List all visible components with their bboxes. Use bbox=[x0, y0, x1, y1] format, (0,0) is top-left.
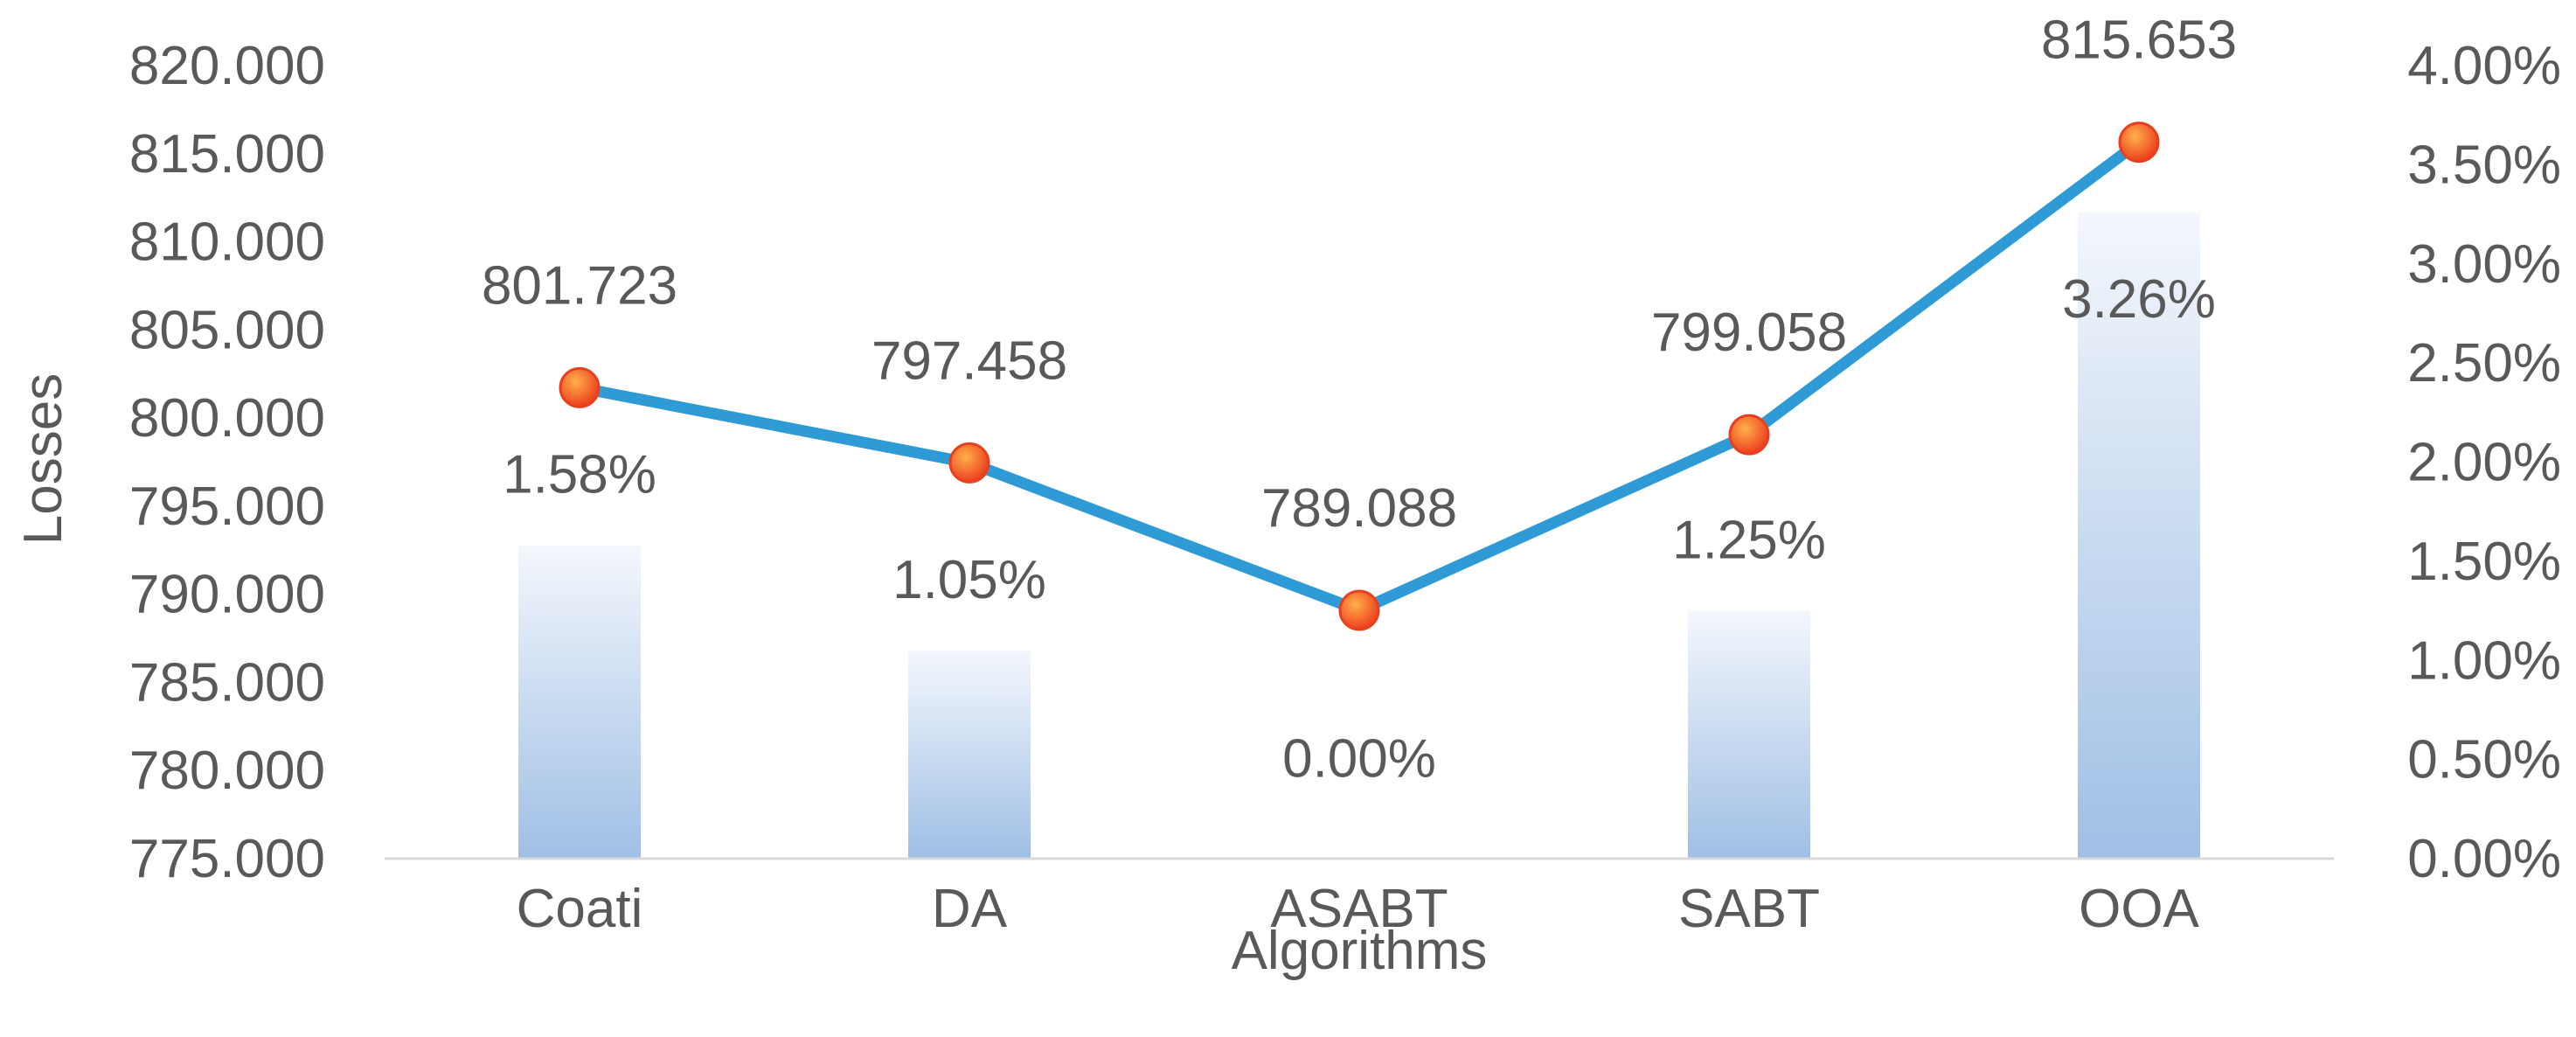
right-tick-label: 3.50% bbox=[2407, 135, 2561, 195]
right-tick-label: 1.50% bbox=[2407, 532, 2561, 592]
bar-da bbox=[908, 650, 1031, 859]
right-tick-label: 3.00% bbox=[2407, 234, 2561, 295]
right-tick-label: 2.00% bbox=[2407, 433, 2561, 493]
category-label-coati: Coati bbox=[517, 879, 643, 939]
right-tick-label: 4.00% bbox=[2407, 36, 2561, 96]
category-labels: Coati DA ASABT SABT OOA bbox=[517, 879, 2200, 939]
left-tick-label: 805.000 bbox=[129, 300, 325, 360]
right-axis-ticks: 0.00% 0.50% 1.00% 1.50% 2.00% 2.50% 3.00% 3.50%… bbox=[2407, 36, 2561, 889]
left-tick-label: 795.000 bbox=[129, 477, 325, 537]
right-tick-label: 1.00% bbox=[2407, 630, 2561, 691]
bar-ooa bbox=[2078, 212, 2200, 860]
line-marker-asabt bbox=[1338, 589, 1380, 631]
line-value-label: 789.088 bbox=[1261, 478, 1457, 539]
category-label-asabt: ASABT bbox=[1270, 879, 1448, 939]
left-tick-label: 780.000 bbox=[129, 741, 325, 801]
line-value-label: 799.058 bbox=[1651, 303, 1847, 363]
line-marker-ooa bbox=[2118, 122, 2160, 164]
bar-value-label: 0.00% bbox=[1282, 729, 1436, 790]
left-tick-label: 810.000 bbox=[129, 212, 325, 273]
x-axis-title: Algorithms bbox=[1232, 921, 1488, 981]
left-tick-label: 775.000 bbox=[129, 829, 325, 889]
right-tick-label: 2.50% bbox=[2407, 333, 2561, 393]
bar-coati bbox=[518, 545, 641, 859]
right-tick-label: 0.50% bbox=[2407, 730, 2561, 790]
losses-line bbox=[573, 136, 2145, 616]
line-marker-coati bbox=[559, 366, 601, 408]
category-label-da: DA bbox=[932, 879, 1008, 939]
y-axis-title: Losses bbox=[13, 373, 73, 545]
bar-value-label: 1.25% bbox=[1672, 511, 1826, 571]
bar-sabt bbox=[1688, 610, 1810, 859]
left-axis-ticks: 775.000 780.000 785.000 790.000 795.000 800.0… bbox=[129, 36, 325, 889]
bar-value-label: 1.58% bbox=[503, 445, 656, 505]
left-tick-label: 820.000 bbox=[129, 36, 325, 96]
bar-value-label: 1.05% bbox=[892, 550, 1046, 610]
left-tick-label: 785.000 bbox=[129, 652, 325, 713]
line-value-label: 797.458 bbox=[871, 331, 1067, 391]
line-marker-sabt bbox=[1728, 414, 1770, 456]
bar-data-labels: 1.58% 1.05% 0.00% 1.25% 3.26% bbox=[503, 269, 2216, 790]
line-value-label: 801.723 bbox=[482, 255, 677, 316]
category-label-sabt: SABT bbox=[1678, 879, 1820, 939]
line-value-label: 815.653 bbox=[2041, 10, 2237, 71]
left-tick-label: 790.000 bbox=[129, 565, 325, 625]
right-tick-label: 0.00% bbox=[2407, 829, 2561, 889]
bar-value-label: 3.26% bbox=[2062, 269, 2216, 330]
category-label-ooa: OOA bbox=[2079, 879, 2199, 939]
line-marker-da bbox=[948, 442, 990, 484]
line-series bbox=[559, 122, 2160, 631]
bar-series bbox=[518, 212, 2200, 860]
line-data-labels: 801.723 797.458 789.088 799.058 815.653 bbox=[482, 10, 2237, 539]
left-tick-label: 800.000 bbox=[129, 388, 325, 449]
left-tick-label: 815.000 bbox=[129, 124, 325, 184]
